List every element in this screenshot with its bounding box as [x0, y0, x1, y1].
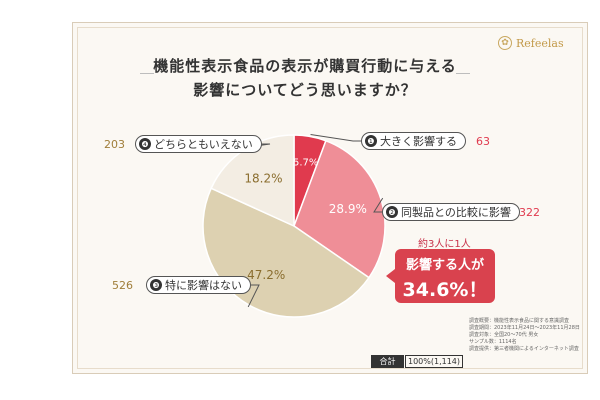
- pie-percent-label-4: 18.2%: [244, 172, 282, 186]
- pie-percent-label-2: 28.9%: [329, 202, 367, 216]
- brand-name: Refeelas: [516, 36, 564, 50]
- note-line: 調査期間：2023年11月24日〜2023年11月28日: [469, 325, 580, 331]
- total-value: 100%(1,114): [405, 355, 463, 368]
- brand-logo: ✿ Refeelas: [498, 36, 564, 50]
- marker-2-icon: ❷: [386, 206, 398, 218]
- label-text-1: 大きく影響する: [380, 135, 457, 148]
- callout-line2: 34.6%！: [402, 279, 488, 301]
- callout-box: 影響する人が 34.6%！: [386, 249, 495, 303]
- callout-lead: 約3人に1人: [418, 239, 471, 250]
- chart-title-line2: 影響についてどう思いますか？: [193, 81, 417, 99]
- pie-percent-label-1: 5.7%: [293, 158, 318, 169]
- count-2: 322: [519, 206, 540, 219]
- marker-4-icon: ❹: [139, 138, 151, 150]
- marker-3-icon: ❸: [150, 279, 162, 291]
- callout-line1: 影響する人が: [405, 258, 484, 273]
- chart-title-line1: 機能性表示食品の表示が購買行動に与える: [153, 57, 457, 75]
- pie-percent-label-3: 47.2%: [247, 268, 285, 282]
- note-line: サンプル数：1114名: [469, 339, 517, 345]
- legend-label-2: ❷ 同製品との比較に影響: [382, 203, 520, 221]
- label-text-4: どちらともいえない: [154, 138, 253, 151]
- brand-mark-icon: ✿: [498, 36, 512, 50]
- title-rule-left: [140, 73, 154, 74]
- count-3: 526: [112, 279, 133, 292]
- pie-slice-2: [293, 139, 386, 279]
- note-line: 調査対象：全国20〜70代 男女: [469, 332, 539, 338]
- marker-1-icon: ❶: [365, 135, 377, 147]
- leader-line-3: [247, 284, 260, 308]
- note-line: 調査提供：第三者機関によるインターネット調査: [469, 346, 579, 352]
- survey-notes: 調査概要：機能性表示食品に関する意識調査 調査期間：2023年11月24日〜20…: [469, 318, 580, 353]
- count-1: 63: [476, 135, 490, 148]
- count-4: 203: [104, 138, 125, 151]
- legend-label-3: ❸ 特に影響はない: [146, 276, 251, 294]
- label-text-2: 同製品との比較に影響: [401, 206, 511, 219]
- legend-label-1: ❶ 大きく影響する: [361, 132, 466, 150]
- label-text-3: 特に影響はない: [165, 279, 242, 292]
- title-rule-right: [456, 73, 470, 74]
- legend-label-4: ❹ どちらともいえない: [135, 135, 262, 153]
- total-label: 合計: [371, 355, 404, 368]
- leader-line-1: [310, 133, 361, 142]
- leader-line-2: [373, 197, 384, 213]
- note-line: 調査概要：機能性表示食品に関する意識調査: [469, 318, 570, 324]
